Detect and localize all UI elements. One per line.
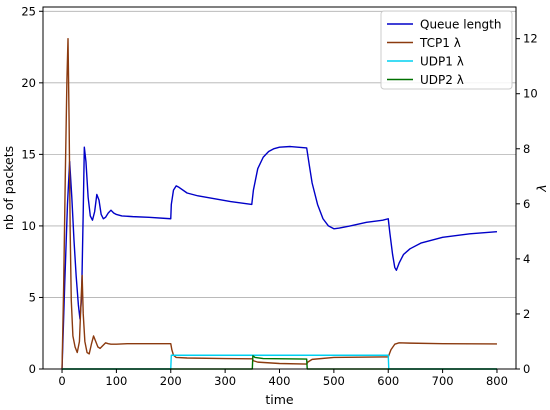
x-tick-label: 500 [323,374,345,388]
y-left-tick-label: 20 [21,76,36,90]
y-left-tick-label: 5 [29,290,36,304]
y-axis-right: 0 2 4 6 8 10 12 [516,32,538,376]
y-right-tick-label: 4 [523,252,530,266]
y-right-tick-label: 10 [523,87,538,101]
y-left-tick-label: 10 [21,219,36,233]
y-right-tick-label: 0 [523,362,530,376]
y-left-tick-label: 15 [21,147,36,161]
x-tick-label: 300 [214,374,236,388]
series-line [61,145,498,370]
x-tick-label: 600 [377,374,399,388]
legend-box [380,10,513,90]
series-line [61,37,497,370]
series-line [62,354,497,370]
x-tick-label: 800 [486,374,508,388]
y-right-tick-label: 6 [523,197,530,211]
y-right-tick-label: 12 [523,32,538,46]
x-tick-label: 400 [269,374,291,388]
y-axis-right-label: λ [534,184,549,192]
series-line [62,355,497,370]
x-tick-label: 700 [432,374,454,388]
x-tick-label: 200 [160,374,182,388]
legend: Queue length TCP1 λ UDP1 λ UDP2 λ [380,10,513,90]
y-left-tick-label: 0 [29,362,36,376]
legend-label: Queue length [420,18,502,32]
x-tick-label: 0 [58,374,65,388]
y-right-tick-label: 8 [523,142,530,156]
legend-label: UDP1 λ [420,55,464,69]
legend-label: TCP1 λ [419,36,461,50]
x-axis-label: time [265,392,294,407]
y-left-tick-label: 25 [21,4,36,18]
y-axis-left-label: nb of packets [1,146,16,230]
x-axis: 0 100 200 300 400 500 600 700 800 [58,369,508,388]
y-right-tick-label: 2 [523,307,530,321]
legend-label: UDP2 λ [420,73,464,87]
y-axis-left: 0 5 10 15 20 25 [21,4,43,376]
x-tick-label: 100 [105,374,127,388]
